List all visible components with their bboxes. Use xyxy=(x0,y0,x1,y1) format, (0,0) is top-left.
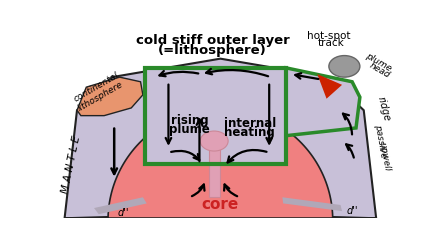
Text: core: core xyxy=(202,197,239,212)
Text: lithosphere: lithosphere xyxy=(76,80,124,113)
Text: cold stiff outer layer: cold stiff outer layer xyxy=(136,35,289,48)
Text: heating: heating xyxy=(224,126,275,139)
Text: internal: internal xyxy=(224,117,276,130)
Polygon shape xyxy=(283,197,342,211)
Polygon shape xyxy=(64,59,376,218)
Text: plume: plume xyxy=(169,123,210,136)
Polygon shape xyxy=(94,197,147,214)
Polygon shape xyxy=(286,68,360,164)
Text: M A N T L E: M A N T L E xyxy=(60,134,82,194)
Text: d'': d'' xyxy=(347,206,358,216)
Text: plume: plume xyxy=(364,51,393,73)
Text: upwell: upwell xyxy=(378,141,392,172)
Text: hot-spot: hot-spot xyxy=(307,31,350,41)
Polygon shape xyxy=(145,68,286,164)
Text: d'': d'' xyxy=(118,208,129,218)
Text: (=lithosphere): (=lithosphere) xyxy=(158,44,267,57)
Ellipse shape xyxy=(329,56,360,77)
Text: passive: passive xyxy=(373,123,388,159)
Polygon shape xyxy=(317,74,342,99)
Polygon shape xyxy=(209,149,220,197)
Text: continental: continental xyxy=(72,71,120,104)
Text: track: track xyxy=(318,38,344,48)
Text: head: head xyxy=(368,61,392,80)
Ellipse shape xyxy=(200,131,228,151)
Polygon shape xyxy=(77,77,143,116)
Text: ridge: ridge xyxy=(376,95,392,122)
Text: rising: rising xyxy=(171,114,208,127)
Polygon shape xyxy=(64,109,376,218)
